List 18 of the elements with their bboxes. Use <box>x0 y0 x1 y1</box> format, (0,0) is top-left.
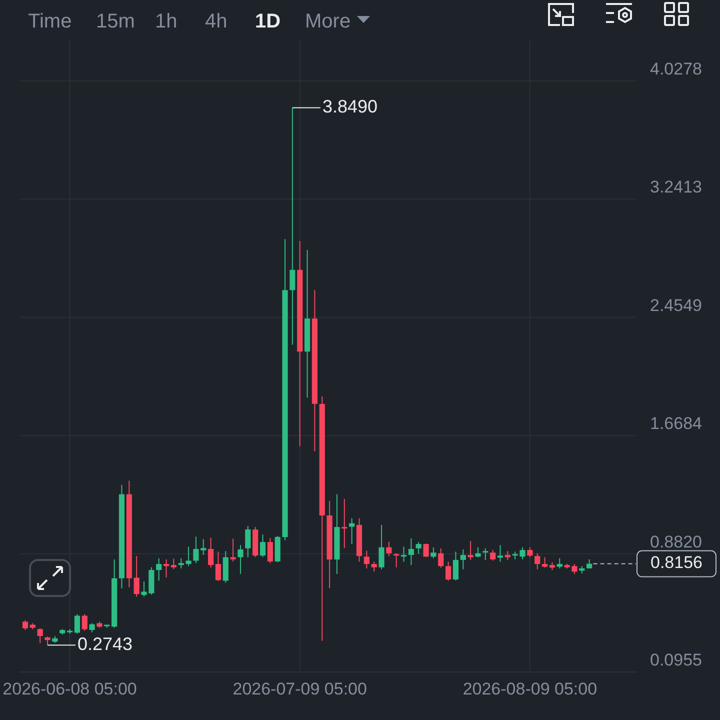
y-tick-label: 0.0955 <box>650 650 702 670</box>
annotation: 0.2743 <box>78 634 133 654</box>
y-tick-label: 4.0278 <box>650 59 702 78</box>
x-tick-label: 2026-07-09 05:00 <box>232 679 367 698</box>
text: 4h <box>205 10 228 32</box>
x-tick-label: 2026-06-08 05:00 <box>2 679 137 698</box>
text: 1D <box>255 10 281 32</box>
y-tick-label: 1.6684 <box>650 414 702 434</box>
text: 1h <box>155 10 178 32</box>
ref-line-label: 0.8156 <box>650 553 702 572</box>
text: More <box>305 10 351 32</box>
y-tick-label: 0.8820 <box>650 532 702 552</box>
text: Time <box>28 10 72 32</box>
y-tick-label: 3.2413 <box>650 178 702 197</box>
annotation: 3.8490 <box>322 96 378 117</box>
text: 15m <box>96 10 135 32</box>
y-tick-label: 2.4549 <box>650 296 702 315</box>
x-tick-label: 2026-08-09 05:00 <box>462 679 598 698</box>
